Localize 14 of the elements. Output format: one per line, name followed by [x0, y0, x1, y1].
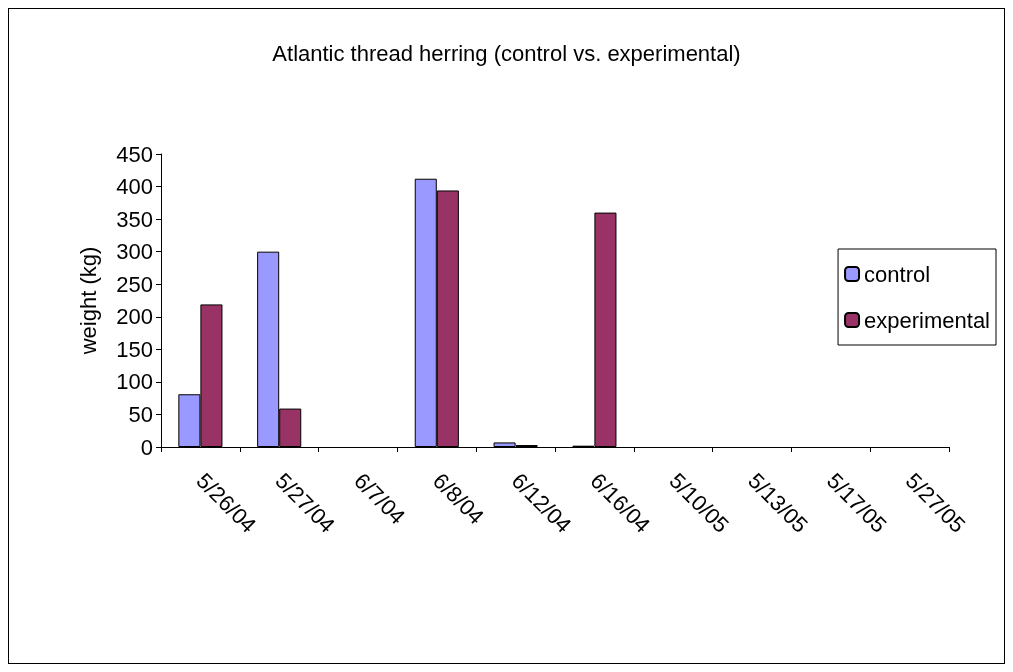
y-tick-label: 100 [116, 369, 153, 395]
legend-label: experimental [864, 307, 990, 333]
y-tick-label: 350 [116, 206, 153, 232]
y-tick-label: 250 [116, 271, 153, 297]
y-tick-label: 50 [128, 401, 153, 427]
y-tick-label: 400 [116, 174, 153, 200]
y-axis-title: weight (kg) [75, 246, 101, 356]
y-tick-label: 0 [140, 434, 153, 460]
legend-label: control [864, 261, 931, 287]
y-tick-label: 200 [116, 304, 153, 330]
y-tick-label: 300 [116, 239, 153, 265]
y-tick-label: 150 [116, 336, 153, 362]
chart-title: Atlantic thread herring (control vs. experimental) [272, 40, 741, 66]
y-tick-label: 450 [116, 141, 153, 167]
